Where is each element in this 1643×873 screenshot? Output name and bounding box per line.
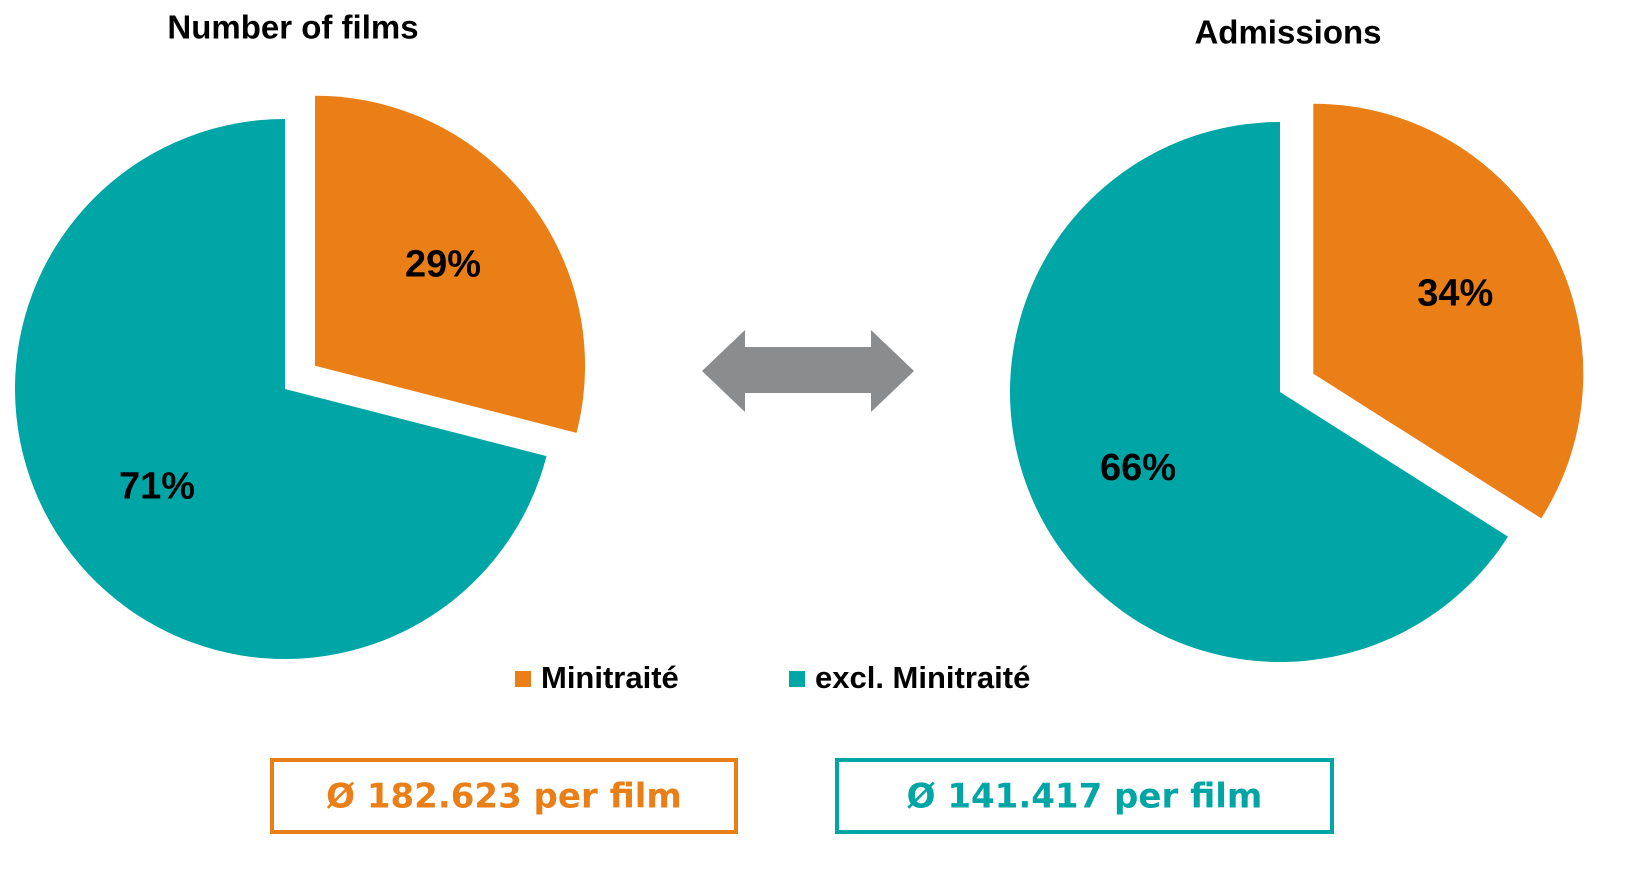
pie-slice xyxy=(1009,122,1508,663)
slice-label: 66% xyxy=(1100,447,1176,489)
annotation-box xyxy=(270,758,738,834)
slice-label: 29% xyxy=(405,243,481,285)
chart-title: Admissions xyxy=(1194,14,1381,51)
annotation-text: Ø 182.623 per film xyxy=(326,777,682,817)
pie-slice xyxy=(1313,103,1584,519)
legend-swatch xyxy=(515,671,531,687)
legend-label: excl. Minitraité xyxy=(815,660,1030,695)
annotation-text: Ø 141.417 per film xyxy=(907,777,1263,817)
legend-swatch xyxy=(789,671,805,687)
legend-label: Minitraité xyxy=(541,660,679,695)
double-arrow xyxy=(702,330,914,412)
annotation-box xyxy=(835,758,1334,834)
pie-slice xyxy=(315,95,586,433)
chart-title: Number of films xyxy=(167,9,418,46)
slice-label: 34% xyxy=(1417,273,1493,315)
slice-label: 71% xyxy=(119,465,195,507)
pie-slice xyxy=(14,119,547,659)
